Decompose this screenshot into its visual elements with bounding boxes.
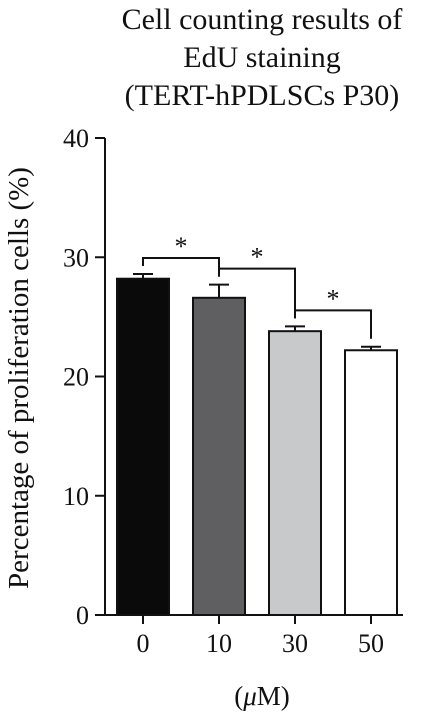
significance-label-2: * [327,284,340,313]
y-tick-label-3: 30 [63,243,89,272]
x-axis-label-suffix: M) [257,681,290,711]
bar-0 [116,277,170,616]
significance-label-1: * [251,243,264,272]
chart-title-line-3: (TERT-hPDLSCs P30) [125,79,400,112]
chart-title-line-2: EdU staining [183,41,341,74]
x-tick-label-1: 10 [206,629,232,658]
significance-bracket-1 [218,267,296,319]
significance-bracket-0 [142,256,220,277]
plot-area: 0 10 20 30 40 0 10 30 50 * * * [63,124,403,658]
x-tick-label-3: 50 [358,629,384,658]
x-tick-label-2: 30 [282,629,308,658]
chart-title-line-1: Cell counting results of [122,3,403,36]
bar-1 [192,296,246,616]
y-tick-label-4: 40 [63,124,89,153]
y-tick-label-2: 20 [63,363,89,392]
significance-bracket-2 [294,309,372,339]
bar-3 [344,349,398,616]
x-axis-label-prefix: ( [234,681,243,711]
x-tick-label-0: 0 [137,629,150,658]
x-axis-label: (μM) [234,681,290,711]
y-tick-label-0: 0 [76,601,89,630]
y-axis-label: Percentage of proliferation cells (%) [3,167,35,589]
bar-2 [268,330,322,616]
significance-label-0: * [175,232,188,261]
x-axis-label-mu: μ [242,681,257,711]
y-tick-label-1: 10 [63,482,89,511]
